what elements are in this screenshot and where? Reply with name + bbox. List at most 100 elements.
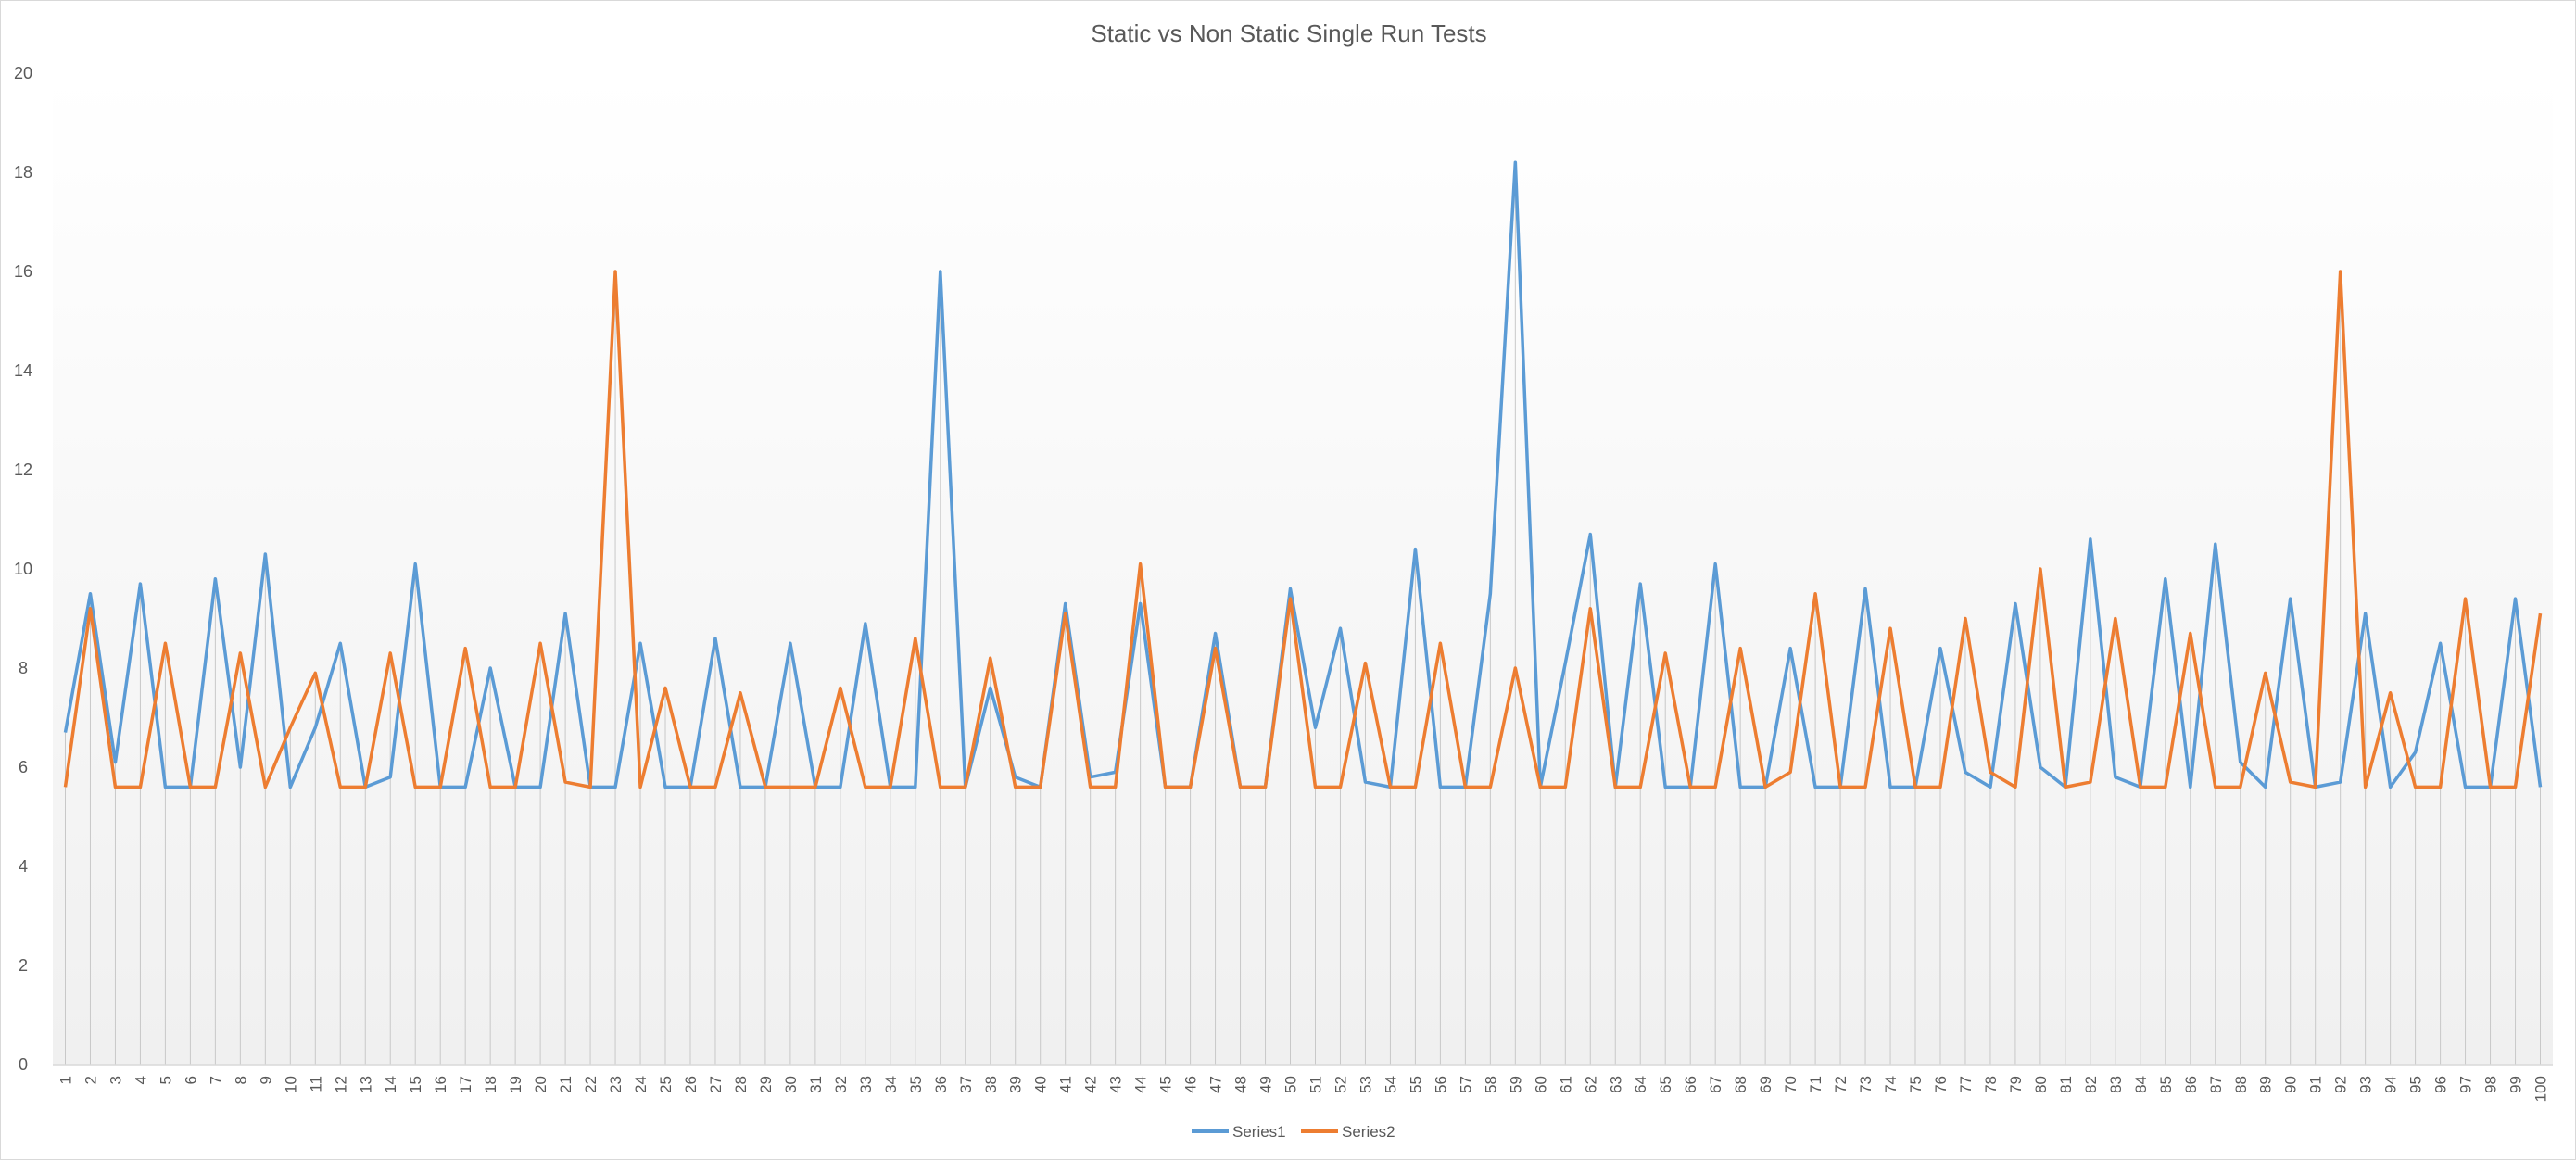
x-tick-label: 37 — [957, 1076, 975, 1093]
x-tick-label: 26 — [682, 1076, 700, 1093]
x-tick-label: 40 — [1032, 1076, 1050, 1093]
x-tick-label: 71 — [1807, 1076, 1825, 1093]
y-tick-label: 20 — [14, 64, 32, 82]
x-tick-label: 62 — [1582, 1076, 1599, 1093]
x-tick-label: 88 — [2232, 1076, 2250, 1093]
x-tick-label: 30 — [782, 1076, 800, 1093]
legend-label-2: Series2 — [1342, 1123, 1395, 1141]
x-tick-label: 63 — [1607, 1076, 1624, 1093]
x-tick-label: 49 — [1257, 1076, 1275, 1093]
x-tick-label: 54 — [1382, 1076, 1399, 1093]
x-tick-label: 16 — [432, 1076, 449, 1093]
y-tick-label: 4 — [19, 857, 28, 876]
legend: Series1 Series2 — [1192, 1123, 1395, 1141]
x-tick-label: 2 — [82, 1076, 99, 1084]
x-tick-label: 55 — [1407, 1076, 1424, 1093]
x-tick-label: 44 — [1132, 1076, 1150, 1093]
x-tick-label: 39 — [1007, 1076, 1025, 1093]
x-tick-label: 10 — [282, 1076, 299, 1093]
x-tick-label: 46 — [1182, 1076, 1200, 1093]
x-tick-label: 89 — [2257, 1076, 2275, 1093]
x-tick-label: 78 — [1982, 1076, 2000, 1093]
x-tick-label: 48 — [1232, 1076, 1250, 1093]
x-tick-label: 36 — [932, 1076, 950, 1093]
x-tick-label: 79 — [2007, 1076, 2025, 1093]
x-tick-label: 82 — [2082, 1076, 2100, 1093]
x-tick-label: 73 — [1857, 1076, 1875, 1093]
x-tick-label: 38 — [982, 1076, 1000, 1093]
y-tick-label: 12 — [14, 461, 32, 479]
x-tick-label: 42 — [1082, 1076, 1100, 1093]
x-tick-label: 25 — [657, 1076, 675, 1093]
x-tick-label: 56 — [1432, 1076, 1449, 1093]
x-tick-label: 18 — [482, 1076, 499, 1093]
x-tick-label: 51 — [1307, 1076, 1324, 1093]
x-tick-label: 33 — [857, 1076, 875, 1093]
x-tick-label: 72 — [1832, 1076, 1850, 1093]
x-tick-label: 34 — [882, 1076, 900, 1093]
x-tick-label: 70 — [1782, 1076, 1799, 1093]
x-tick-label: 24 — [632, 1076, 650, 1093]
x-tick-label: 77 — [1957, 1076, 1975, 1093]
x-tick-label: 13 — [357, 1076, 374, 1093]
x-tick-label: 100 — [2532, 1076, 2550, 1102]
y-tick-label: 18 — [14, 163, 32, 182]
y-tick-label: 0 — [19, 1055, 28, 1074]
x-tick-label: 50 — [1282, 1076, 1300, 1093]
x-tick-label: 59 — [1507, 1076, 1524, 1093]
x-tick-label: 58 — [1482, 1076, 1499, 1093]
x-tick-label: 3 — [107, 1076, 124, 1084]
x-tick-label: 45 — [1157, 1076, 1175, 1093]
x-tick-label: 57 — [1457, 1076, 1474, 1093]
x-tick-label: 11 — [307, 1076, 324, 1092]
x-tick-label: 61 — [1557, 1076, 1574, 1093]
x-tick-label: 53 — [1357, 1076, 1374, 1093]
x-tick-label: 69 — [1757, 1076, 1774, 1093]
x-tick-label: 65 — [1657, 1076, 1674, 1093]
x-tick-label: 84 — [2132, 1076, 2150, 1093]
x-tick-label: 35 — [907, 1076, 925, 1093]
y-tick-label: 10 — [14, 560, 32, 578]
x-tick-label: 21 — [557, 1076, 575, 1093]
x-tick-label: 86 — [2182, 1076, 2200, 1093]
x-tick-label: 23 — [607, 1076, 625, 1093]
x-tick-label: 60 — [1532, 1076, 1549, 1093]
x-tick-label: 67 — [1707, 1076, 1724, 1093]
x-tick-label: 1 — [57, 1076, 74, 1084]
x-tick-label: 92 — [2332, 1076, 2350, 1093]
x-tick-label: 5 — [157, 1076, 174, 1084]
y-tick-label: 8 — [19, 659, 28, 677]
y-tick-label: 2 — [19, 956, 28, 975]
x-tick-label: 99 — [2507, 1076, 2525, 1093]
x-tick-label: 31 — [807, 1076, 825, 1093]
y-tick-label: 6 — [19, 758, 28, 776]
x-tick-label: 74 — [1882, 1076, 1900, 1093]
x-tick-label: 75 — [1907, 1076, 1925, 1093]
x-tick-label: 95 — [2407, 1076, 2425, 1093]
x-tick-label: 6 — [182, 1076, 199, 1084]
x-tick-label: 81 — [2057, 1076, 2075, 1093]
legend-label-1: Series1 — [1232, 1123, 1286, 1141]
x-tick-label: 93 — [2357, 1076, 2375, 1093]
x-tick-label: 14 — [382, 1076, 399, 1093]
x-tick-label: 85 — [2157, 1076, 2175, 1093]
x-tick-label: 80 — [2032, 1076, 2050, 1093]
x-tick-label: 43 — [1107, 1076, 1125, 1093]
x-tick-label: 76 — [1932, 1076, 1950, 1093]
x-tick-label: 32 — [832, 1076, 850, 1093]
x-tick-label: 4 — [132, 1076, 149, 1084]
chart-title: Static vs Non Static Single Run Tests — [1091, 19, 1486, 47]
x-tick-label: 17 — [457, 1076, 474, 1093]
x-tick-label: 52 — [1332, 1076, 1349, 1093]
x-tick-label: 27 — [707, 1076, 725, 1093]
x-tick-label: 66 — [1682, 1076, 1699, 1093]
x-tick-label: 83 — [2107, 1076, 2125, 1093]
plot-area — [53, 73, 2553, 1065]
x-tick-label: 97 — [2457, 1076, 2475, 1093]
x-tick-label: 98 — [2482, 1076, 2500, 1093]
x-tick-label: 87 — [2207, 1076, 2225, 1093]
